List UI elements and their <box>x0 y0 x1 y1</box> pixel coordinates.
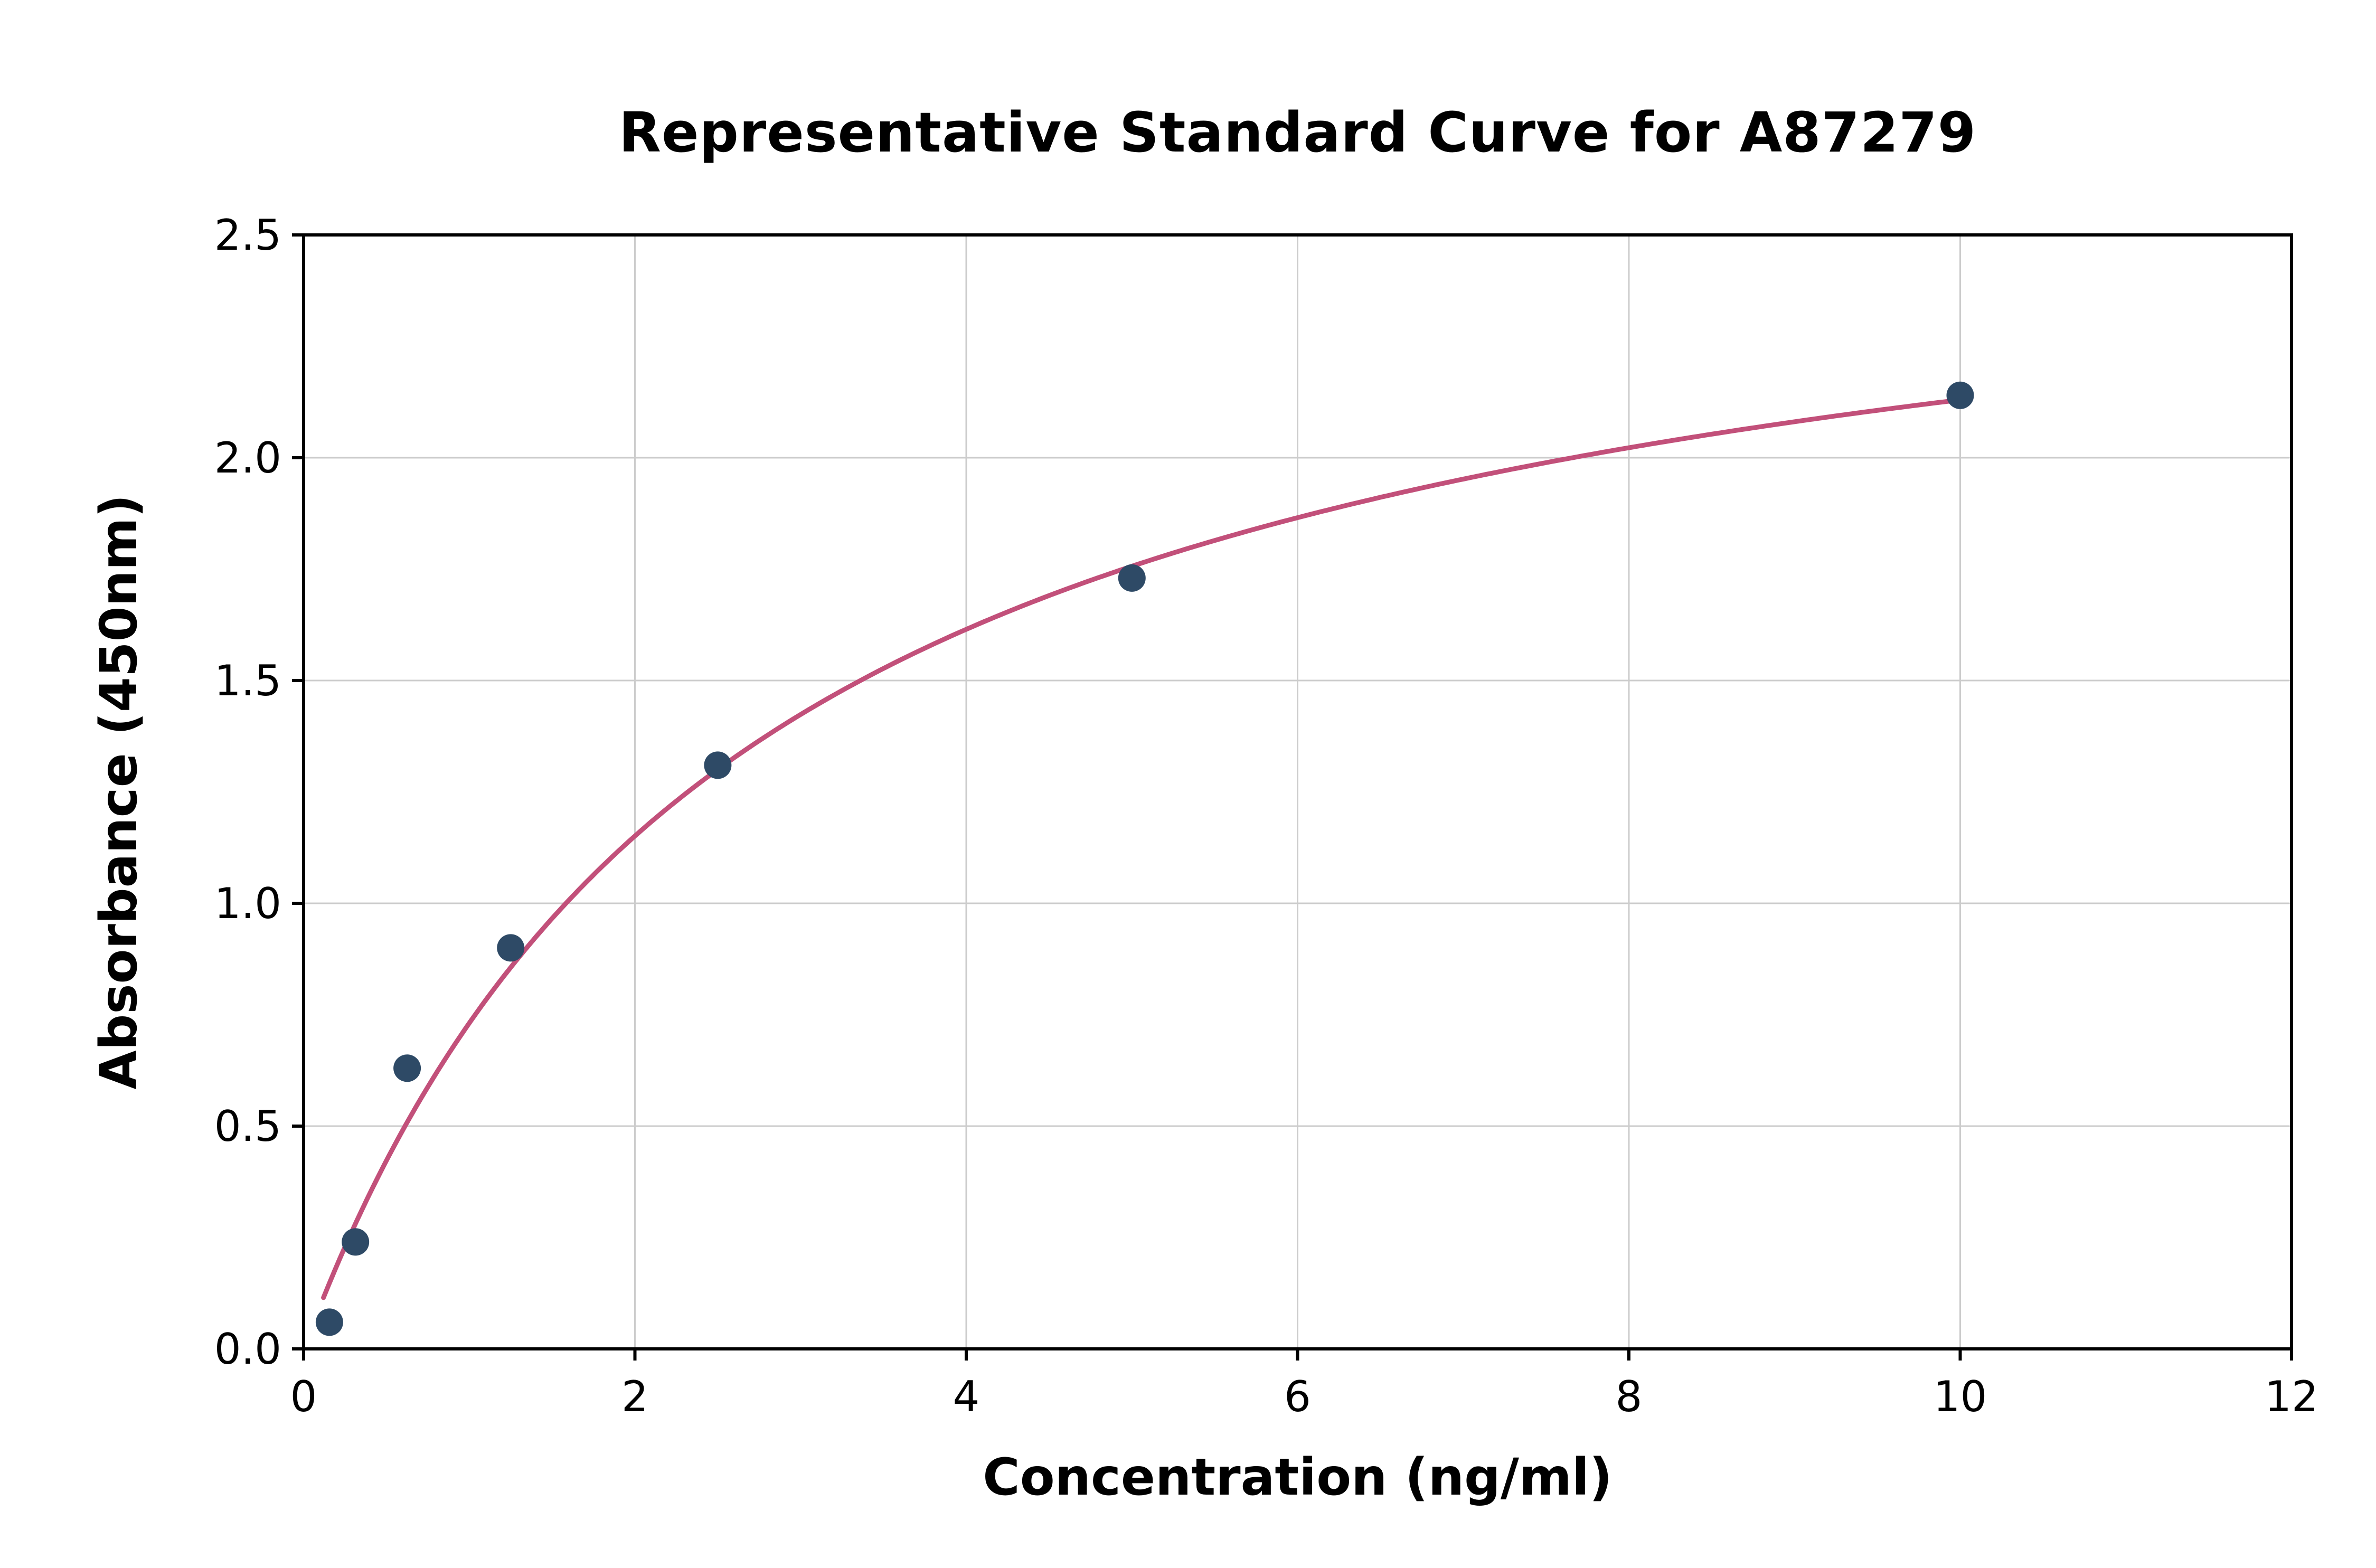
x-tick-label: 6 <box>1284 1372 1311 1421</box>
y-tick-label: 1.5 <box>214 656 281 705</box>
y-tick-label: 1.0 <box>214 879 281 928</box>
y-tick-label: 0.5 <box>214 1102 281 1151</box>
data-point <box>342 1228 370 1256</box>
x-tick-label: 0 <box>290 1372 317 1421</box>
data-point <box>1946 381 1974 409</box>
chart-title: Representative Standard Curve for A87279 <box>618 100 1977 165</box>
y-tick-label: 2.0 <box>214 433 281 483</box>
x-tick-label: 4 <box>953 1372 980 1421</box>
y-tick-label: 2.5 <box>214 211 281 260</box>
x-tick-label: 10 <box>1934 1372 1987 1421</box>
x-tick-label: 8 <box>1616 1372 1643 1421</box>
x-tick-label: 12 <box>2265 1372 2318 1421</box>
x-tick-label: 2 <box>621 1372 648 1421</box>
data-point <box>315 1308 343 1336</box>
data-point <box>393 1054 421 1082</box>
data-point <box>1118 564 1146 592</box>
data-point <box>704 751 732 779</box>
fit-curve <box>321 397 1963 1300</box>
data-point <box>497 934 525 962</box>
x-axis-label: Concentration (ng/ml) <box>983 1448 1613 1507</box>
y-tick-label: 0.0 <box>214 1325 281 1374</box>
